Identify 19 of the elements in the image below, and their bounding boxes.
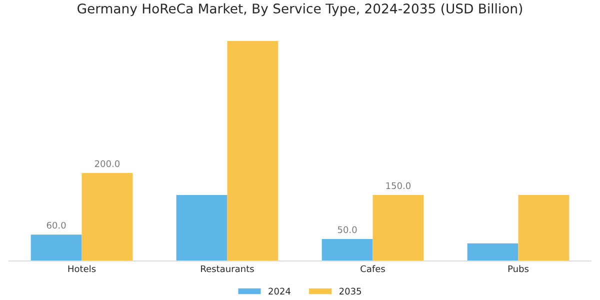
bar: [82, 173, 133, 261]
x-tick-label: Cafes: [360, 265, 385, 272]
x-tick-label: Hotels: [68, 265, 96, 272]
bar: [372, 195, 424, 261]
chart-title: Germany HoReCa Market, By Service Type, 2024-2035 (USD Billion): [78, 3, 522, 16]
legend-label: 2024: [268, 288, 290, 295]
bar: [467, 243, 518, 261]
data-label: 60.0: [46, 222, 66, 229]
bar: [322, 239, 373, 261]
bar: [176, 195, 228, 261]
bar: [30, 234, 82, 261]
data-label: 200.0: [94, 160, 120, 168]
legend-label: 2035: [339, 288, 362, 295]
bar: [227, 41, 278, 261]
bar: [518, 195, 570, 261]
data-label: 150.0: [386, 182, 411, 190]
data-label: 50.0: [338, 226, 357, 234]
x-tick-label: Restaurants: [201, 265, 254, 272]
x-tick-label: Pubs: [508, 265, 529, 272]
